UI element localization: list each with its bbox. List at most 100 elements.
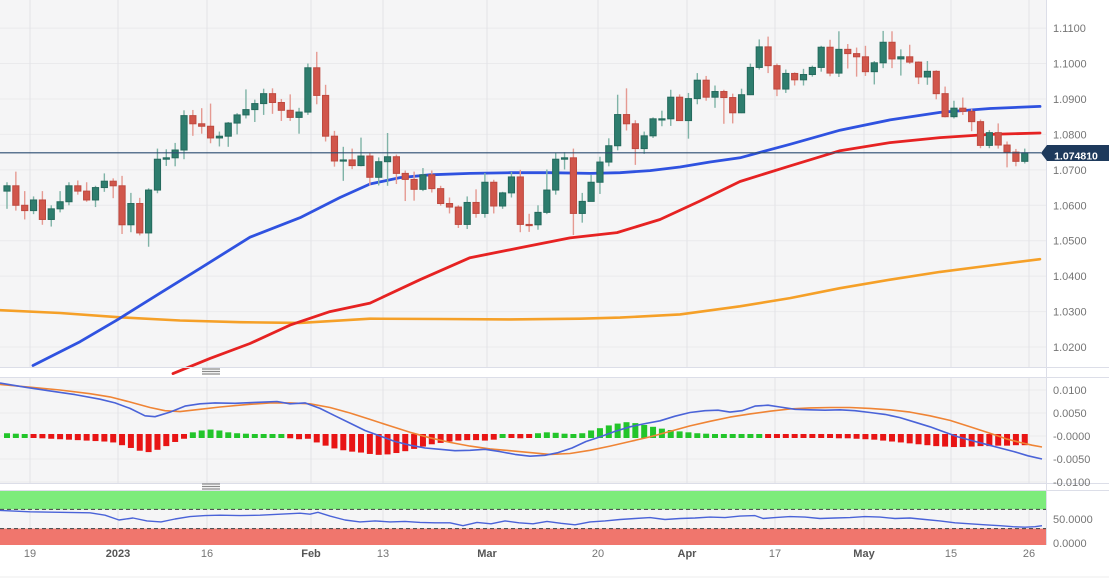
candle [906,44,914,64]
macd-panel[interactable] [0,378,1046,483]
x-axis-label: Feb [301,548,321,560]
candle [640,131,648,154]
candle [268,88,277,114]
time-axis[interactable]: 19 2023 16 Feb 13 Mar 20 Apr 17 May 15 26 [24,548,1035,560]
candle [410,171,418,201]
candle [888,31,896,69]
candle [525,213,533,232]
candle [631,120,639,165]
candle [499,191,507,209]
candle [481,173,489,218]
candle [578,192,586,223]
candle [941,86,949,118]
candle [65,182,73,206]
candle [782,69,790,93]
candle [844,44,852,69]
candle [313,51,321,105]
candlestick-series [3,30,1029,247]
macd-line [0,382,1043,460]
x-axis-label: May [853,548,875,560]
candle [38,191,46,225]
candle [118,175,126,234]
ma-orange-line [0,257,1042,325]
y-axis-label: 1.0400 [1053,271,1087,283]
price-axis[interactable]: 1.1100 1.1000 1.0900 1.0800 1.0700 1.0600 1.05… [1053,23,1093,550]
candle [12,171,20,211]
y-axis-label: 1.0900 [1053,94,1087,106]
candle [206,103,215,144]
rsi-panel[interactable] [0,491,1046,545]
x-axis-label: 13 [377,548,389,560]
candle [437,185,445,206]
candle [472,189,480,218]
candle [56,191,64,213]
y-axis-label: 1.0800 [1053,129,1087,141]
candle [251,99,259,123]
candle [153,148,162,194]
candle [516,169,524,233]
candle [720,89,728,124]
candle [791,72,799,86]
candle [3,182,11,209]
y-axis-label: 1.1100 [1053,23,1086,35]
candle [419,168,427,192]
candle [746,63,754,96]
candle [861,45,870,76]
candle [401,170,409,202]
ma-blue-line [31,105,1042,367]
panel-resize-grip-rsi[interactable] [202,483,220,490]
ma-red-line [171,131,1042,376]
candle [711,85,719,108]
candle [826,39,834,77]
overbought-band [0,491,1046,510]
y-axis-label: -0.0000 [1053,431,1090,443]
candle [286,94,294,121]
candle [366,152,374,186]
candle [357,137,365,167]
candle [552,152,560,195]
candle [463,196,471,230]
price-panel[interactable] [0,0,1046,376]
candle [1012,148,1020,167]
y-axis-label: 0.0000 [1053,538,1087,550]
candle [702,75,710,101]
candle [950,100,958,119]
candle [968,108,976,132]
candle [1003,141,1011,168]
candle [755,39,763,70]
candle [667,89,675,126]
candle [923,61,931,85]
x-axis-label: 20 [592,548,604,560]
panel-resize-grip-macd[interactable] [202,368,220,375]
candle [224,122,232,147]
candle [171,142,179,167]
candle [47,205,55,227]
candle [91,185,100,208]
candle [392,154,400,185]
candle [198,108,206,134]
candle [454,205,462,228]
candle [914,61,923,85]
candle [543,169,551,215]
candle [773,63,781,97]
y-axis-label: 1.0200 [1053,342,1087,354]
candle [242,89,250,119]
candle [428,170,436,193]
candle [233,113,241,135]
oscillator-line [0,509,1043,528]
candle [375,157,383,186]
candle [74,180,82,195]
candle [614,94,622,151]
candle [145,188,153,247]
candle [29,196,38,215]
x-axis-label: 19 [24,548,36,560]
candle [817,45,825,72]
candle [853,47,861,77]
candle [932,70,940,100]
x-axis-label: Apr [678,548,698,560]
candle [322,84,330,142]
candle [383,132,392,186]
x-axis-label: 2023 [106,548,130,560]
